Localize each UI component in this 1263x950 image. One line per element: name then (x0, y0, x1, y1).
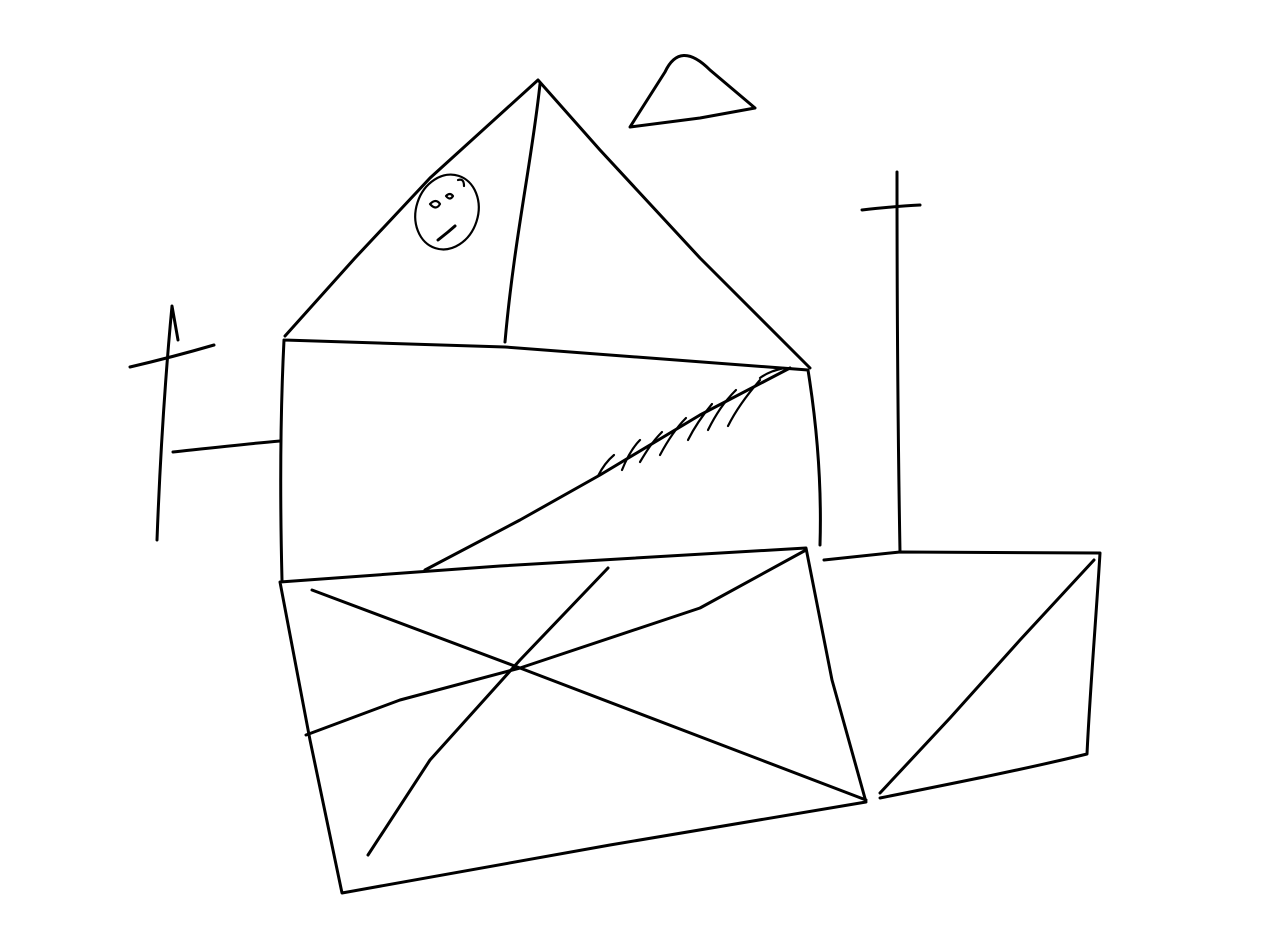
right-box (822, 550, 1102, 800)
small-triangle (628, 54, 757, 129)
lower-quad-crossing-lines (304, 548, 868, 857)
diagonal-hatching (596, 366, 786, 478)
middle-box (279, 338, 822, 582)
lower-quad (278, 546, 868, 895)
right-box-diagonal (878, 558, 1096, 795)
face-circle (414, 173, 480, 251)
middle-box-diagonal (423, 366, 792, 572)
right-cross (860, 170, 922, 554)
ink-layer (128, 54, 1102, 895)
left-cross (128, 304, 216, 542)
left-pole-arm (171, 439, 282, 454)
triangle-roof (283, 78, 812, 370)
roof-vertical-line (503, 82, 542, 344)
